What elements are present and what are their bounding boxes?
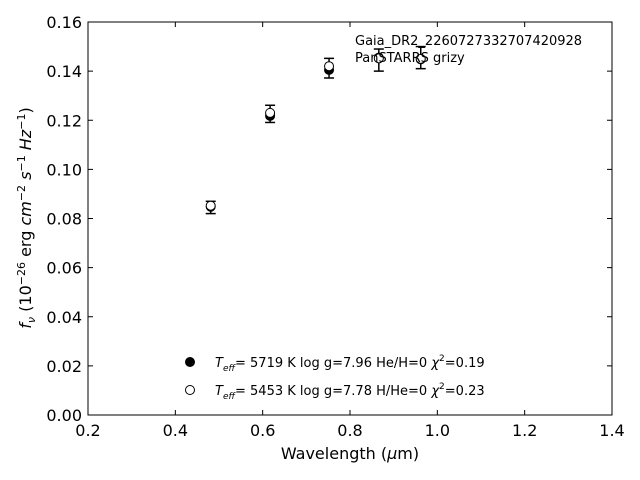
y-tick-label: 0.00	[46, 406, 82, 425]
x-tick-label: 1.2	[512, 421, 537, 440]
model-point-open	[324, 61, 335, 72]
x-tick-label: 0.4	[163, 421, 188, 440]
y-tick-label: 0.12	[46, 111, 82, 130]
legend-entry: Teff= 5453 K log g=7.78 H/He=0 χ2=0.23	[215, 382, 485, 402]
y-tick-label: 0.14	[46, 62, 82, 81]
x-tick-label: 1.0	[425, 421, 450, 440]
y-tick-label: 0.10	[46, 160, 82, 179]
y-tick-label: 0.02	[46, 357, 82, 376]
x-tick-label: 0.2	[75, 421, 100, 440]
model-point-open	[205, 200, 216, 211]
y-axis: 0.00 0.02 0.04 0.06 0.08 0.10 0.12 0.14 0.16	[46, 13, 612, 425]
model-point-open	[415, 53, 426, 64]
annotation-survey: PanSTARRS grizy	[355, 51, 465, 66]
x-tick-label: 0.8	[337, 421, 362, 440]
y-axis-label: fν (10−26 erg cm−2 s−1 Hz−1)	[15, 107, 38, 328]
model-point-open	[265, 107, 276, 118]
data-marks	[205, 45, 426, 215]
y-tick-label: 0.08	[46, 210, 82, 229]
annotation-star-id: Gaia_DR2_2260727332707420928	[355, 34, 582, 49]
y-tick-label: 0.16	[46, 13, 82, 32]
x-axis-label: Wavelength (μm)	[281, 444, 419, 463]
x-axis: 0.2 0.4 0.6 0.8 1.0 1.2 1.4	[75, 22, 625, 440]
legend-entry: Teff= 5719 K log g=7.96 He/H=0 χ2=0.19	[215, 354, 485, 374]
x-tick-label: 0.6	[250, 421, 275, 440]
legend-marker	[185, 385, 195, 395]
y-tick-label: 0.04	[46, 308, 82, 327]
x-tick-label: 1.4	[599, 421, 624, 440]
legend-marker	[185, 357, 195, 367]
legend: Teff= 5719 K log g=7.96 He/H=0 χ2=0.19 Te…	[185, 354, 485, 402]
model-point-open	[373, 53, 384, 64]
y-tick-label: 0.06	[46, 259, 82, 278]
